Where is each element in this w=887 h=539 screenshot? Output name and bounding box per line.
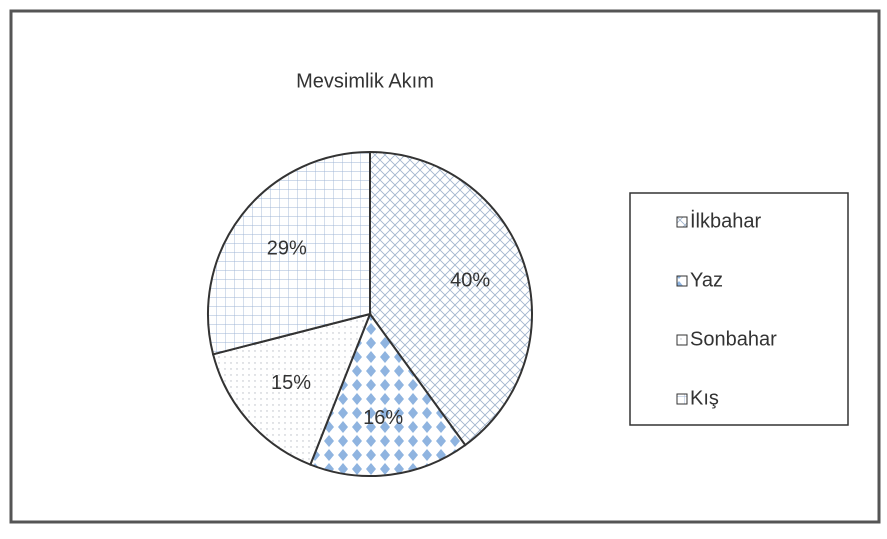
legend-label: Sonbahar <box>690 328 777 350</box>
legend-marker <box>676 334 688 346</box>
pie-slice <box>207 150 371 356</box>
data-label: 29% <box>267 238 307 260</box>
data-label: 16% <box>363 407 403 429</box>
legend-marker <box>676 393 688 405</box>
pie-slice <box>309 311 467 477</box>
pie-slice <box>369 150 533 447</box>
legend-label: İlkbahar <box>690 209 761 232</box>
data-label: 15% <box>271 372 311 394</box>
legend-marker <box>676 216 688 228</box>
legend-label: Yaz <box>690 269 723 291</box>
legend <box>629 192 849 426</box>
chart-title: Mevsimlik Akım <box>296 70 434 92</box>
data-label: 40% <box>450 270 490 292</box>
pie-slice <box>211 312 372 466</box>
legend-label: Kış <box>690 387 719 409</box>
legend-marker <box>676 275 688 287</box>
